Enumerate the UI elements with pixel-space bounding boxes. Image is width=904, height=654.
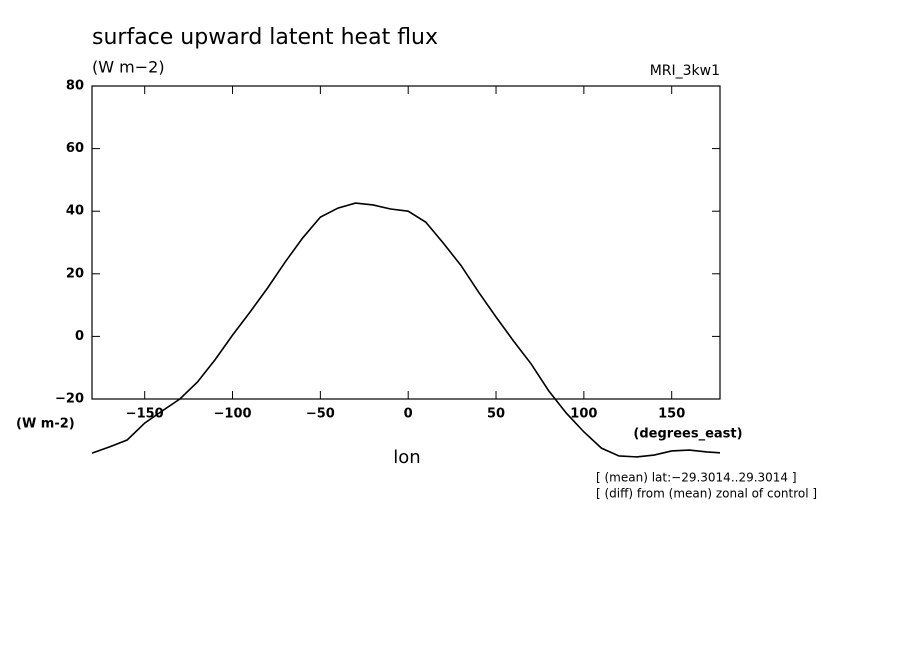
model-label: MRI_3kw1 — [650, 63, 720, 79]
y-tick-label: 40 — [66, 204, 84, 219]
x-tick-label: 150 — [658, 407, 685, 422]
x-tick-label: 50 — [487, 407, 505, 422]
y-tick-label: 60 — [66, 141, 84, 156]
chart-title: surface upward latent heat flux — [92, 25, 438, 50]
x-tick-label: −150 — [126, 407, 164, 422]
y-tick-label: 0 — [75, 329, 84, 344]
x-tick-label: 0 — [404, 407, 413, 422]
note: [ (mean) lat:−29.3014..29.3014 ] — [596, 471, 797, 485]
y-units-bottom: (W m-2) — [16, 417, 75, 432]
y-tick-label: 20 — [66, 266, 84, 281]
x-label: lon — [393, 447, 420, 468]
x-tick-label: −50 — [306, 407, 335, 422]
plot-frame — [91, 85, 721, 400]
x-units: (degrees_east) — [633, 427, 742, 442]
y-tick-label: 80 — [66, 79, 84, 94]
note: [ (diff) from (mean) zonal of control ] — [596, 487, 817, 501]
y-units: (W m−2) — [92, 58, 165, 77]
y-tick-label: −20 — [55, 392, 84, 407]
x-tick-label: −100 — [214, 407, 252, 422]
data-line — [91, 202, 721, 458]
x-tick-label: 100 — [570, 407, 597, 422]
